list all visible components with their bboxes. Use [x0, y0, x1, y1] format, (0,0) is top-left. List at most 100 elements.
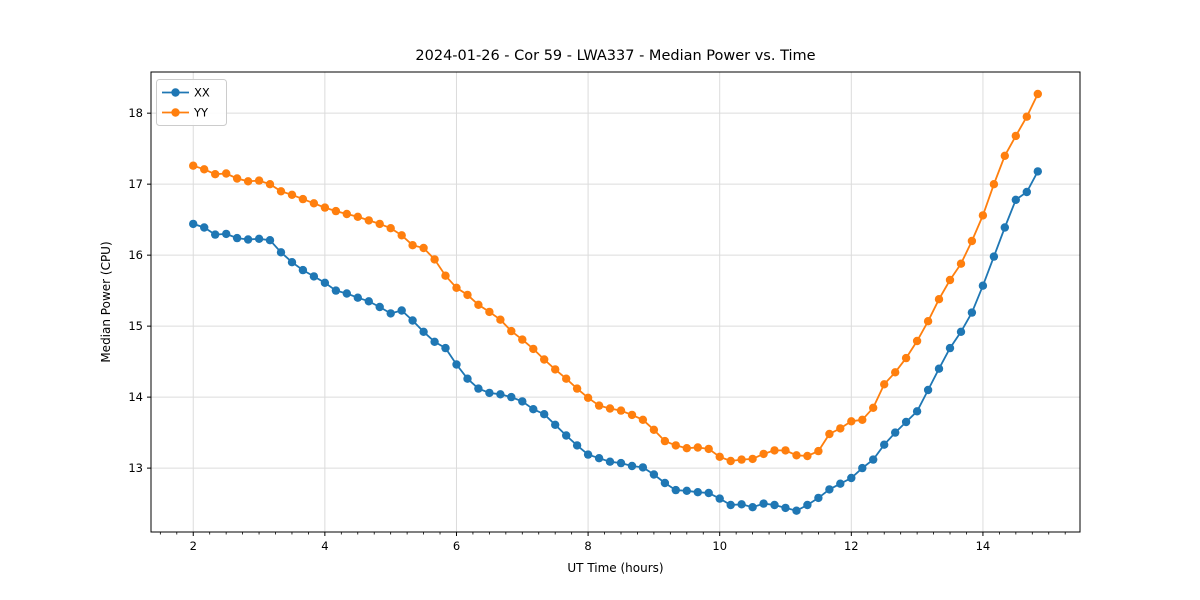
- series-YY-marker: [211, 170, 220, 179]
- series-YY-marker: [715, 452, 724, 461]
- series-YY-marker: [408, 241, 417, 250]
- series-XX-marker: [298, 265, 308, 275]
- x-minor-ticks: [159, 532, 1066, 535]
- series-YY-marker: [594, 401, 604, 410]
- series-XX-marker: [287, 258, 297, 267]
- series-YY-marker: [858, 415, 867, 424]
- chart-title: 2024-01-26 - Cor 59 - LWA337 - Median Po…: [415, 48, 816, 64]
- series-YY-marker: [616, 406, 626, 415]
- series-XX-marker: [891, 428, 900, 437]
- series-XX-marker: [967, 308, 977, 317]
- series-XX-marker: [814, 493, 823, 503]
- series-XX-marker: [605, 457, 615, 466]
- series-XX-marker: [353, 293, 362, 302]
- x-axis-ticks: 2 4 6 8 10 12 14: [190, 532, 991, 553]
- series-YY-marker: [891, 368, 900, 377]
- series-YY-marker: [923, 317, 933, 326]
- legend-label-XX: XX: [194, 86, 210, 100]
- series-XX-marker: [375, 302, 384, 312]
- series-XX-marker: [463, 374, 472, 383]
- series-YY-marker: [232, 174, 242, 183]
- series-XX-marker: [441, 343, 450, 353]
- x-tick-label: 6: [453, 539, 460, 553]
- series-XX-marker: [276, 248, 286, 257]
- series-XX-marker: [836, 479, 845, 488]
- series-YY-marker: [331, 206, 341, 216]
- series-YY-marker: [189, 161, 198, 170]
- series-XX-marker: [748, 503, 757, 512]
- series-XX: [189, 167, 1043, 515]
- y-tick-label: 14: [128, 390, 143, 404]
- series-XX-marker: [474, 384, 483, 393]
- series-YY-marker: [770, 446, 779, 455]
- series-XX-marker: [638, 463, 648, 472]
- series-XX-marker: [989, 252, 999, 261]
- series-YY-marker: [792, 451, 801, 460]
- series-XX-marker: [901, 417, 911, 427]
- series-YY-marker: [847, 417, 856, 426]
- series-XX-marker: [770, 500, 779, 510]
- series-YY-marker: [320, 203, 330, 212]
- series-XX-marker: [1000, 223, 1009, 232]
- series-YY-marker: [397, 231, 406, 240]
- series-YY-marker: [243, 177, 253, 186]
- series-YY-marker: [441, 271, 450, 280]
- series-XX-marker: [309, 272, 319, 281]
- series-YY-marker: [989, 180, 999, 189]
- series-YY-marker: [649, 425, 659, 434]
- series-YY-marker: [1033, 89, 1043, 99]
- series-XX-marker: [923, 385, 933, 395]
- x-tick-label: 2: [190, 539, 197, 553]
- x-tick-label: 14: [976, 539, 991, 553]
- series-YY-marker: [781, 446, 790, 455]
- series-XX-marker: [331, 286, 341, 295]
- series-XX-marker: [496, 390, 505, 399]
- y-tick-label: 16: [128, 248, 143, 262]
- y-axis-ticks: 13 14 15 16 17 18: [128, 106, 151, 475]
- series-XX-marker: [616, 458, 626, 468]
- series-XX-marker: [583, 450, 593, 459]
- series-XX-marker: [562, 431, 571, 440]
- series-YY-marker: [803, 451, 812, 461]
- series-XX-marker: [792, 506, 801, 515]
- series-YY-marker: [1000, 151, 1009, 160]
- series-XX-marker: [781, 503, 790, 513]
- x-tick-label: 8: [584, 539, 591, 553]
- series-XX-marker: [627, 461, 637, 471]
- legend-box: [156, 79, 227, 126]
- series-XX-marker: [452, 360, 461, 369]
- series-XX-marker: [945, 343, 955, 353]
- series-YY-marker: [452, 283, 461, 292]
- series-YY-marker: [1011, 131, 1020, 141]
- series-XX-marker: [211, 230, 220, 239]
- series-YY-marker: [309, 199, 319, 208]
- series-YY-marker: [880, 380, 889, 389]
- series-YY-marker: [540, 355, 549, 364]
- series-XX-marker: [1022, 187, 1031, 197]
- series-YY-marker: [496, 315, 505, 324]
- series-YY-marker: [485, 307, 494, 317]
- series-YY-marker: [430, 255, 439, 264]
- series-YY-marker: [419, 243, 428, 253]
- series-XX-marker: [189, 219, 198, 229]
- series-XX-marker: [726, 500, 735, 510]
- series-YY-marker: [748, 454, 757, 464]
- series-XX-marker: [803, 500, 812, 510]
- series-YY-marker: [945, 275, 955, 285]
- series-YY-marker: [934, 295, 944, 304]
- series-YY-marker: [265, 180, 275, 189]
- series-XX-marker: [978, 281, 988, 290]
- series-YY-marker: [364, 216, 373, 225]
- series-XX-marker: [518, 397, 527, 406]
- series-YY-marker: [912, 336, 922, 346]
- series-XX-marker: [1011, 195, 1020, 204]
- series-YY-marker: [287, 190, 297, 199]
- series-XX-marker: [485, 388, 494, 398]
- series-XX-marker: [671, 485, 680, 495]
- series-XX-marker: [397, 306, 406, 315]
- series-YY-marker: [1022, 112, 1031, 121]
- series-YY-marker: [682, 444, 691, 453]
- series-XX-marker: [759, 499, 768, 508]
- series-XX-marker: [572, 441, 582, 450]
